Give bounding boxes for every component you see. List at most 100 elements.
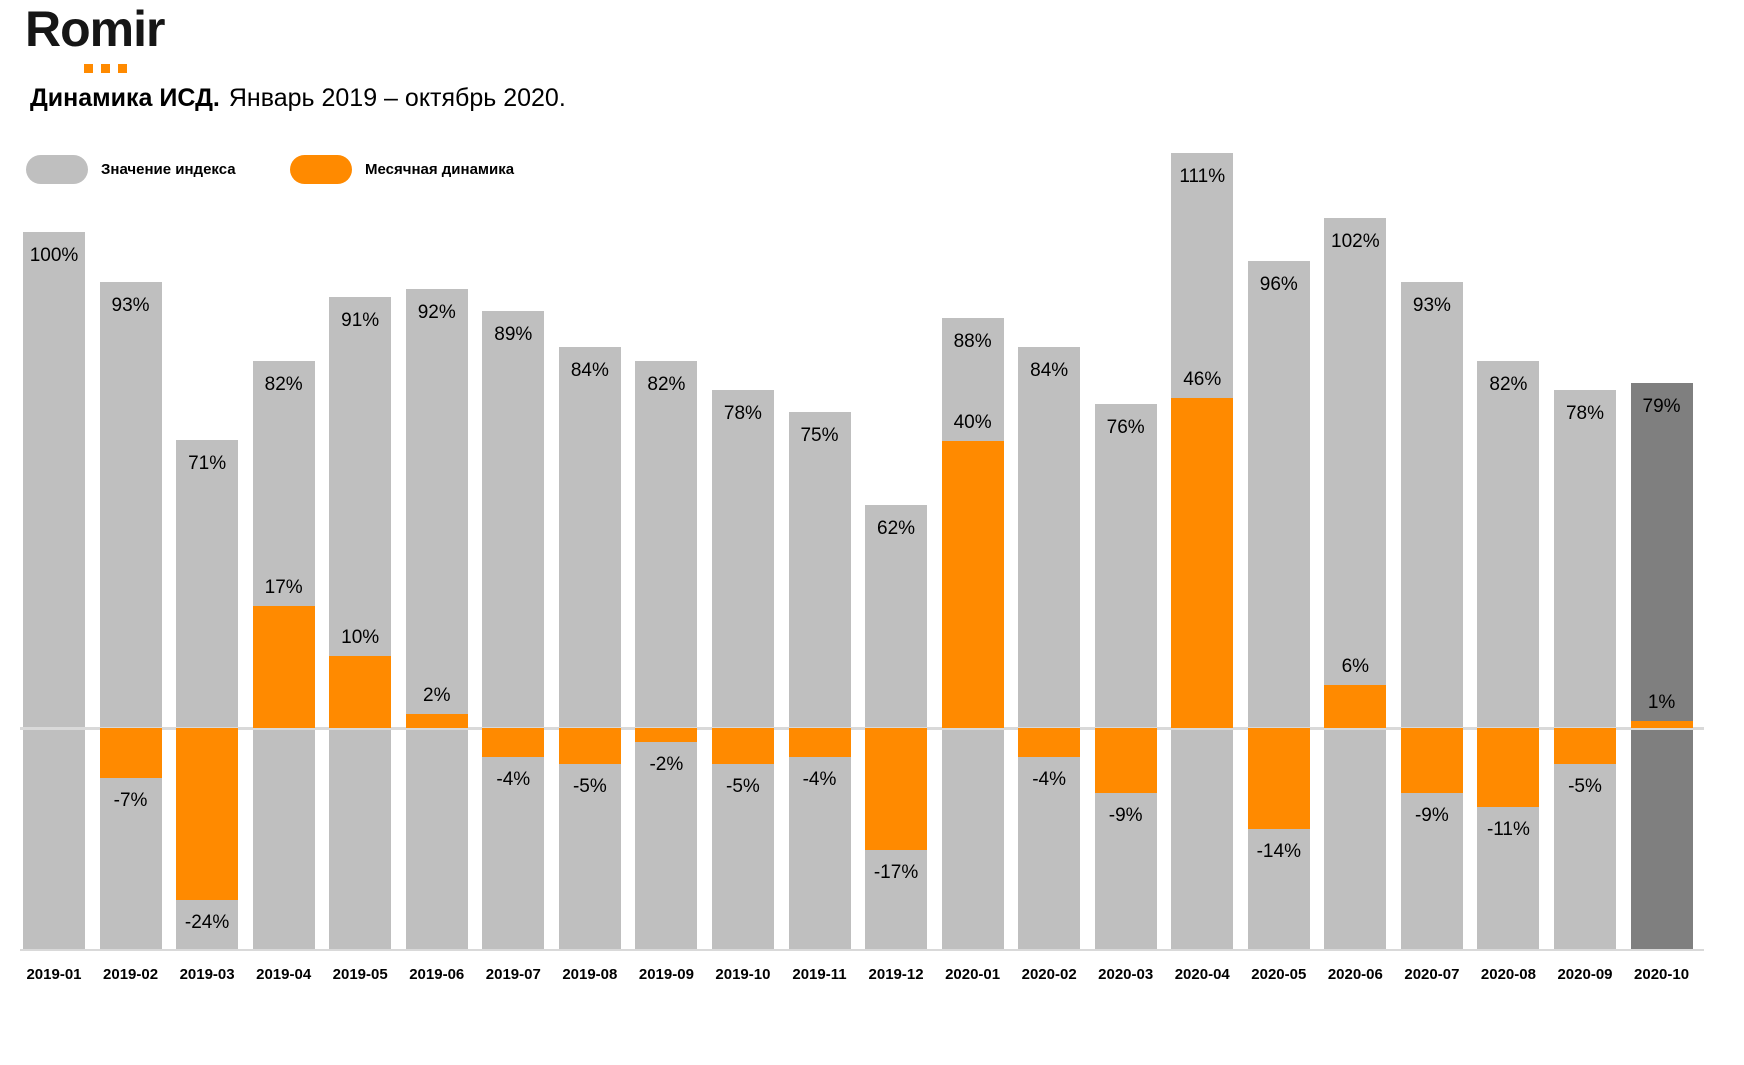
index-value-label: 92% bbox=[417, 302, 456, 324]
dynamics-value-label: -7% bbox=[113, 790, 148, 812]
index-value-label: 93% bbox=[1412, 295, 1451, 317]
legend-label-index: Значение индекса bbox=[101, 160, 236, 178]
dynamics-value-label: -5% bbox=[572, 775, 607, 797]
dynamics-value-label: -2% bbox=[649, 754, 684, 776]
index-value-label: 76% bbox=[1106, 417, 1145, 439]
x-axis-label: 2020-08 bbox=[1480, 966, 1536, 983]
index-value-label: 82% bbox=[264, 374, 303, 396]
chart-title-main: Динамика ИСД. bbox=[30, 84, 220, 112]
legend-swatch-index bbox=[26, 154, 88, 184]
index-value-label: 62% bbox=[877, 517, 916, 539]
index-bar bbox=[788, 411, 851, 950]
logo-dot bbox=[101, 64, 110, 73]
dynamics-value-label: -4% bbox=[1032, 768, 1067, 790]
index-value-label: 78% bbox=[723, 402, 762, 424]
logo-dot bbox=[84, 64, 93, 73]
dynamics-bar bbox=[329, 656, 392, 728]
dynamics-value-label: -4% bbox=[496, 768, 531, 790]
legend-label-dynamics: Месячная динамика bbox=[365, 160, 515, 178]
index-value-label: 89% bbox=[494, 323, 533, 345]
x-axis-label: 2019-01 bbox=[26, 966, 82, 983]
dynamics-bar bbox=[788, 728, 851, 757]
chart-title-period: Январь 2019 – октябрь 2020. bbox=[228, 84, 566, 112]
dynamics-bar bbox=[1171, 397, 1234, 728]
index-value-label: 82% bbox=[1489, 374, 1528, 396]
index-value-label: 79% bbox=[1642, 395, 1681, 417]
dynamics-value-label: -24% bbox=[184, 912, 230, 934]
dynamics-bar bbox=[941, 440, 1004, 728]
dynamics-bar bbox=[1094, 728, 1157, 793]
x-axis-label: 2019-02 bbox=[103, 966, 159, 983]
legend-swatch-dynamics bbox=[290, 154, 352, 184]
x-axis-label: 2020-07 bbox=[1404, 966, 1460, 983]
dynamics-value-label: -17% bbox=[873, 862, 919, 884]
logo-dot bbox=[118, 64, 127, 73]
dynamics-value-label: 46% bbox=[1183, 368, 1222, 390]
dynamics-value-label: 10% bbox=[341, 627, 380, 649]
dynamics-value-label: -14% bbox=[1256, 840, 1301, 862]
dynamics-bar bbox=[1324, 684, 1387, 728]
dynamics-value-label: 6% bbox=[1341, 655, 1370, 677]
dynamics-bar bbox=[1554, 728, 1616, 764]
dynamics-value-label: -9% bbox=[1108, 804, 1143, 826]
x-axis-label: 2019-10 bbox=[715, 966, 771, 983]
index-value-label: 91% bbox=[341, 309, 380, 331]
index-bar bbox=[1094, 404, 1157, 950]
index-value-label: 82% bbox=[647, 374, 686, 396]
index-value-label: 111% bbox=[1179, 166, 1226, 188]
dynamics-bar bbox=[405, 713, 468, 728]
dynamics-bar bbox=[1018, 728, 1081, 757]
index-bar bbox=[405, 289, 468, 950]
dynamics-bar bbox=[865, 728, 928, 851]
chart-title: Динамика ИСД. Январь 2019 – октябрь 2020. bbox=[30, 84, 566, 113]
index-value-label: 84% bbox=[1030, 359, 1069, 381]
dynamics-bar bbox=[1247, 728, 1310, 829]
x-axis-label: 2020-01 bbox=[945, 966, 1001, 983]
dynamics-bar bbox=[1630, 720, 1693, 728]
x-axis-label: 2020-09 bbox=[1557, 966, 1613, 983]
legend-item-dynamics: Месячная динамика bbox=[290, 154, 514, 184]
dynamics-bar bbox=[635, 728, 698, 743]
dynamics-bar bbox=[252, 605, 315, 728]
dynamics-bar bbox=[711, 728, 774, 764]
x-axis-label: 2020-10 bbox=[1634, 966, 1690, 983]
index-bar bbox=[635, 361, 698, 950]
x-axis-label: 2020-04 bbox=[1174, 966, 1230, 983]
x-axis-label: 2019-05 bbox=[332, 966, 388, 983]
x-axis-label: 2019-04 bbox=[256, 966, 312, 983]
index-bar bbox=[1400, 282, 1463, 950]
index-bar bbox=[711, 389, 774, 950]
dynamics-value-label: 1% bbox=[1647, 691, 1676, 713]
dynamics-value-label: -11% bbox=[1486, 818, 1530, 840]
index-bar bbox=[329, 296, 392, 950]
index-bar bbox=[1554, 389, 1616, 950]
dynamics-bar bbox=[482, 728, 545, 757]
index-value-label: 100% bbox=[29, 245, 79, 266]
index-value-label: 71% bbox=[188, 453, 227, 475]
dynamics-value-label: 40% bbox=[953, 411, 992, 433]
dynamics-value-label: -5% bbox=[726, 775, 760, 797]
dynamics-bar bbox=[99, 728, 162, 779]
index-bar bbox=[558, 346, 621, 950]
x-axis-label: 2019-03 bbox=[179, 966, 235, 983]
index-value-label: 75% bbox=[800, 424, 839, 446]
index-bar bbox=[23, 232, 85, 950]
dynamics-value-label: 17% bbox=[264, 576, 303, 598]
x-axis-label: 2019-12 bbox=[868, 966, 924, 983]
index-bar bbox=[1247, 260, 1310, 950]
index-value-label: 102% bbox=[1331, 230, 1380, 252]
x-axis-label: 2019-11 bbox=[792, 966, 847, 983]
index-value-label: 93% bbox=[111, 295, 150, 317]
dynamics-value-label: -5% bbox=[1568, 775, 1602, 797]
x-axis-label: 2020-03 bbox=[1098, 966, 1154, 983]
index-bar bbox=[1018, 346, 1081, 950]
index-bar bbox=[482, 310, 545, 950]
dynamics-value-label: -4% bbox=[802, 768, 837, 790]
x-axis-label: 2019-06 bbox=[409, 966, 465, 983]
dynamics-bar bbox=[1400, 728, 1463, 793]
index-bar bbox=[1477, 361, 1540, 950]
index-bar bbox=[99, 282, 162, 950]
legend-item-index: Значение индекса bbox=[26, 154, 236, 184]
